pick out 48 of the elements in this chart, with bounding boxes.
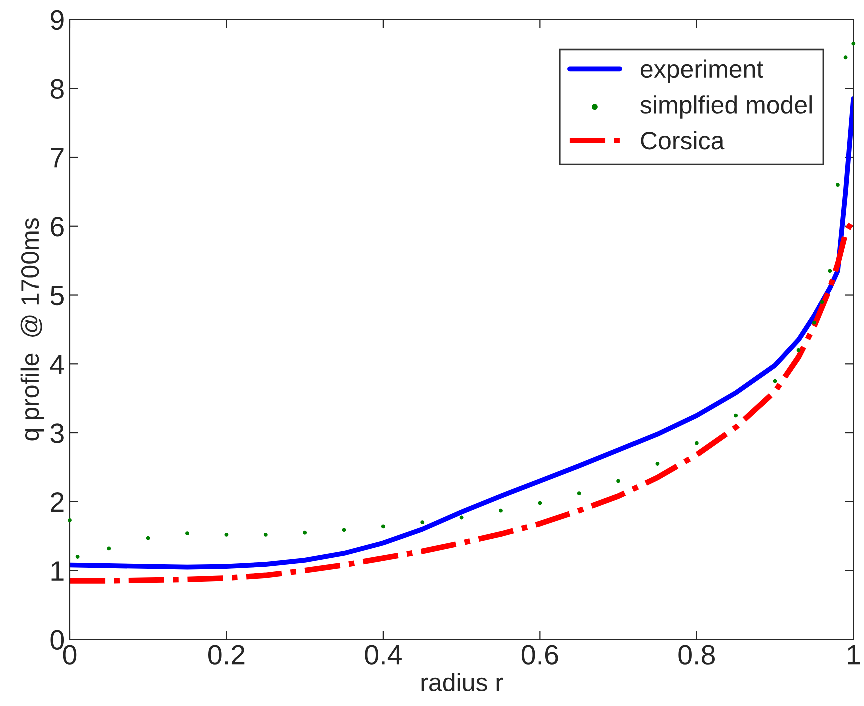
point [303,530,308,535]
point [796,348,801,352]
y-tick-label: 5 [50,286,64,306]
legend-label: experiment [641,60,764,84]
point [836,183,840,188]
point [76,555,80,559]
legend-label: simplfied model [640,96,812,119]
x-tick-label: 0.8 [678,645,716,665]
point [577,492,582,496]
point [107,546,112,551]
point [656,462,660,466]
point [616,479,620,484]
y-tick-label: 4 [50,355,64,374]
point [773,379,778,384]
point [68,518,72,522]
point [828,269,832,274]
y-axis-title: q profile @ 1700ms [20,218,44,441]
point [420,520,425,525]
y-tick-label: 7 [51,148,64,168]
y-tick-label: 0 [50,630,64,650]
y-tick-label: 3 [50,424,64,444]
point [224,532,229,537]
y-tick-label: 6 [51,217,64,237]
point [852,42,856,46]
y-tick-label: 9 [50,10,64,30]
point [264,532,268,537]
x-tick-label: 0.6 [522,645,558,665]
legend-label: Corsica [641,131,725,150]
y-tick-label: 2 [51,492,64,512]
point [146,536,150,540]
y-tick-label: 8 [50,79,64,99]
x-axis-title: radius r [422,673,504,692]
point [812,320,816,325]
point [538,501,542,506]
point [499,508,503,513]
point [844,56,848,60]
point [820,300,824,304]
point [342,528,346,532]
point [381,524,386,529]
x-tick-label: 0.2 [208,645,245,665]
point [734,414,738,418]
line-series [70,96,854,570]
point [460,516,464,520]
x-tick-label: 0.4 [365,645,402,665]
x-tick-label: 1 [848,646,860,665]
point [186,532,190,536]
point [694,441,699,446]
y-tick-label: 1 [52,562,64,581]
